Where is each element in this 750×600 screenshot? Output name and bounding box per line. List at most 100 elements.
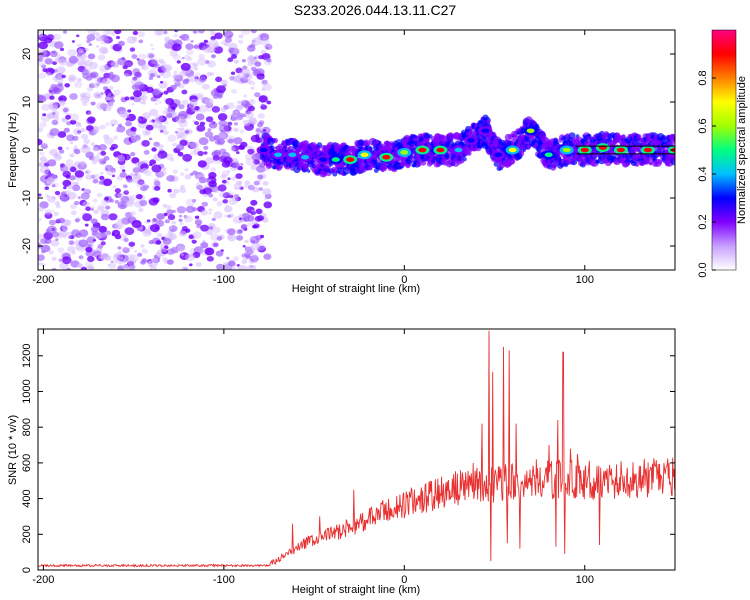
snr-y-ticks: 0 200 400 600 800 1000 1200	[21, 344, 675, 573]
colorbar-gradient	[711, 29, 737, 271]
noise-blob	[203, 151, 208, 155]
noise-blob	[230, 71, 236, 75]
noise-blob	[106, 168, 116, 176]
noise-blob	[192, 170, 198, 175]
noise-blob	[241, 259, 248, 264]
noise-blob	[80, 133, 89, 140]
noise-blob	[164, 219, 170, 224]
noise-blob	[263, 253, 272, 260]
noise-blob	[167, 134, 177, 142]
noise-blob	[133, 90, 142, 98]
noise-blob	[213, 46, 223, 54]
noise-blob	[225, 204, 229, 207]
noise-blob	[119, 110, 128, 118]
noise-blob	[198, 176, 207, 184]
ridge-halo	[518, 150, 525, 157]
noise-blob	[61, 117, 66, 122]
noise-blob	[39, 156, 47, 162]
noise-blob	[213, 42, 220, 48]
noise-blob	[99, 171, 104, 175]
noise-blob	[151, 47, 155, 51]
noise-blob	[249, 184, 255, 190]
noise-blob	[239, 186, 244, 190]
ridge-core	[436, 147, 445, 153]
noise-blob	[244, 111, 254, 119]
noise-blob	[233, 137, 243, 145]
noise-blob	[238, 229, 243, 233]
noise-blob	[104, 122, 110, 127]
noise-blob	[105, 232, 110, 236]
noise-blob	[235, 180, 242, 186]
noise-blob	[238, 145, 243, 149]
noise-blob	[142, 229, 152, 237]
noise-blob	[227, 177, 231, 180]
noise-blob	[189, 263, 193, 267]
spectrogram-x-label: Height of straight line (km)	[292, 283, 420, 295]
noise-blob	[119, 172, 127, 178]
noise-blob	[170, 157, 175, 162]
noise-blob	[148, 53, 155, 59]
noise-blob	[178, 230, 187, 237]
noise-blob	[40, 244, 51, 253]
noise-blob	[249, 99, 256, 105]
noise-blob	[111, 174, 116, 178]
noise-blob	[92, 82, 100, 89]
noise-blob	[174, 131, 178, 134]
noise-blob	[228, 47, 235, 53]
noise-blob	[86, 236, 96, 244]
noise-blob	[263, 201, 273, 209]
noise-blob	[163, 64, 173, 72]
noise-blob	[145, 86, 154, 93]
noise-blob	[149, 108, 159, 117]
noise-blob	[121, 169, 126, 173]
noise-blob	[162, 167, 167, 171]
spectrogram-ytick-label: 20	[21, 48, 33, 60]
noise-blob	[215, 250, 224, 257]
noise-blob	[164, 121, 169, 125]
noise-blob	[258, 187, 263, 191]
noise-blob	[230, 88, 238, 94]
noise-blob	[76, 263, 84, 269]
noise-blob	[102, 178, 113, 187]
noise-blob	[186, 49, 194, 56]
ridge-halo	[268, 164, 272, 168]
noise-blob	[217, 132, 227, 140]
noise-blob	[141, 183, 149, 190]
noise-blob	[212, 155, 220, 161]
noise-blob	[258, 95, 268, 103]
noise-blob	[126, 113, 136, 122]
noise-blob	[197, 160, 207, 168]
noise-blob	[128, 241, 136, 247]
noise-blob	[96, 102, 106, 111]
noise-blob	[158, 155, 162, 158]
noise-blob	[92, 198, 98, 203]
noise-blob	[233, 127, 239, 132]
noise-blob	[217, 94, 223, 99]
noise-blob	[246, 215, 255, 222]
noise-blob	[151, 218, 159, 224]
noise-blob	[59, 97, 63, 100]
noise-blob	[127, 109, 132, 113]
noise-blob	[63, 219, 72, 226]
noise-blob	[151, 147, 157, 152]
noise-blob	[164, 42, 173, 49]
noise-blob	[250, 199, 258, 206]
noise-blob	[38, 233, 44, 240]
noise-blob	[48, 101, 59, 110]
noise-blob	[208, 121, 218, 129]
noise-blob	[48, 250, 54, 255]
noise-blob	[150, 58, 159, 65]
noise-blob	[184, 168, 189, 172]
noise-blob	[90, 101, 96, 106]
noise-blob	[99, 175, 105, 181]
ridge-halo	[649, 162, 653, 166]
noise-blob	[45, 177, 55, 185]
noise-blob	[96, 45, 100, 48]
noise-blob	[64, 83, 70, 88]
noise-blob	[82, 101, 88, 107]
noise-blob	[172, 169, 178, 174]
noise-blob	[227, 228, 236, 236]
noise-blob	[61, 100, 66, 105]
noise-blob	[178, 132, 187, 140]
noise-blob	[54, 76, 64, 84]
